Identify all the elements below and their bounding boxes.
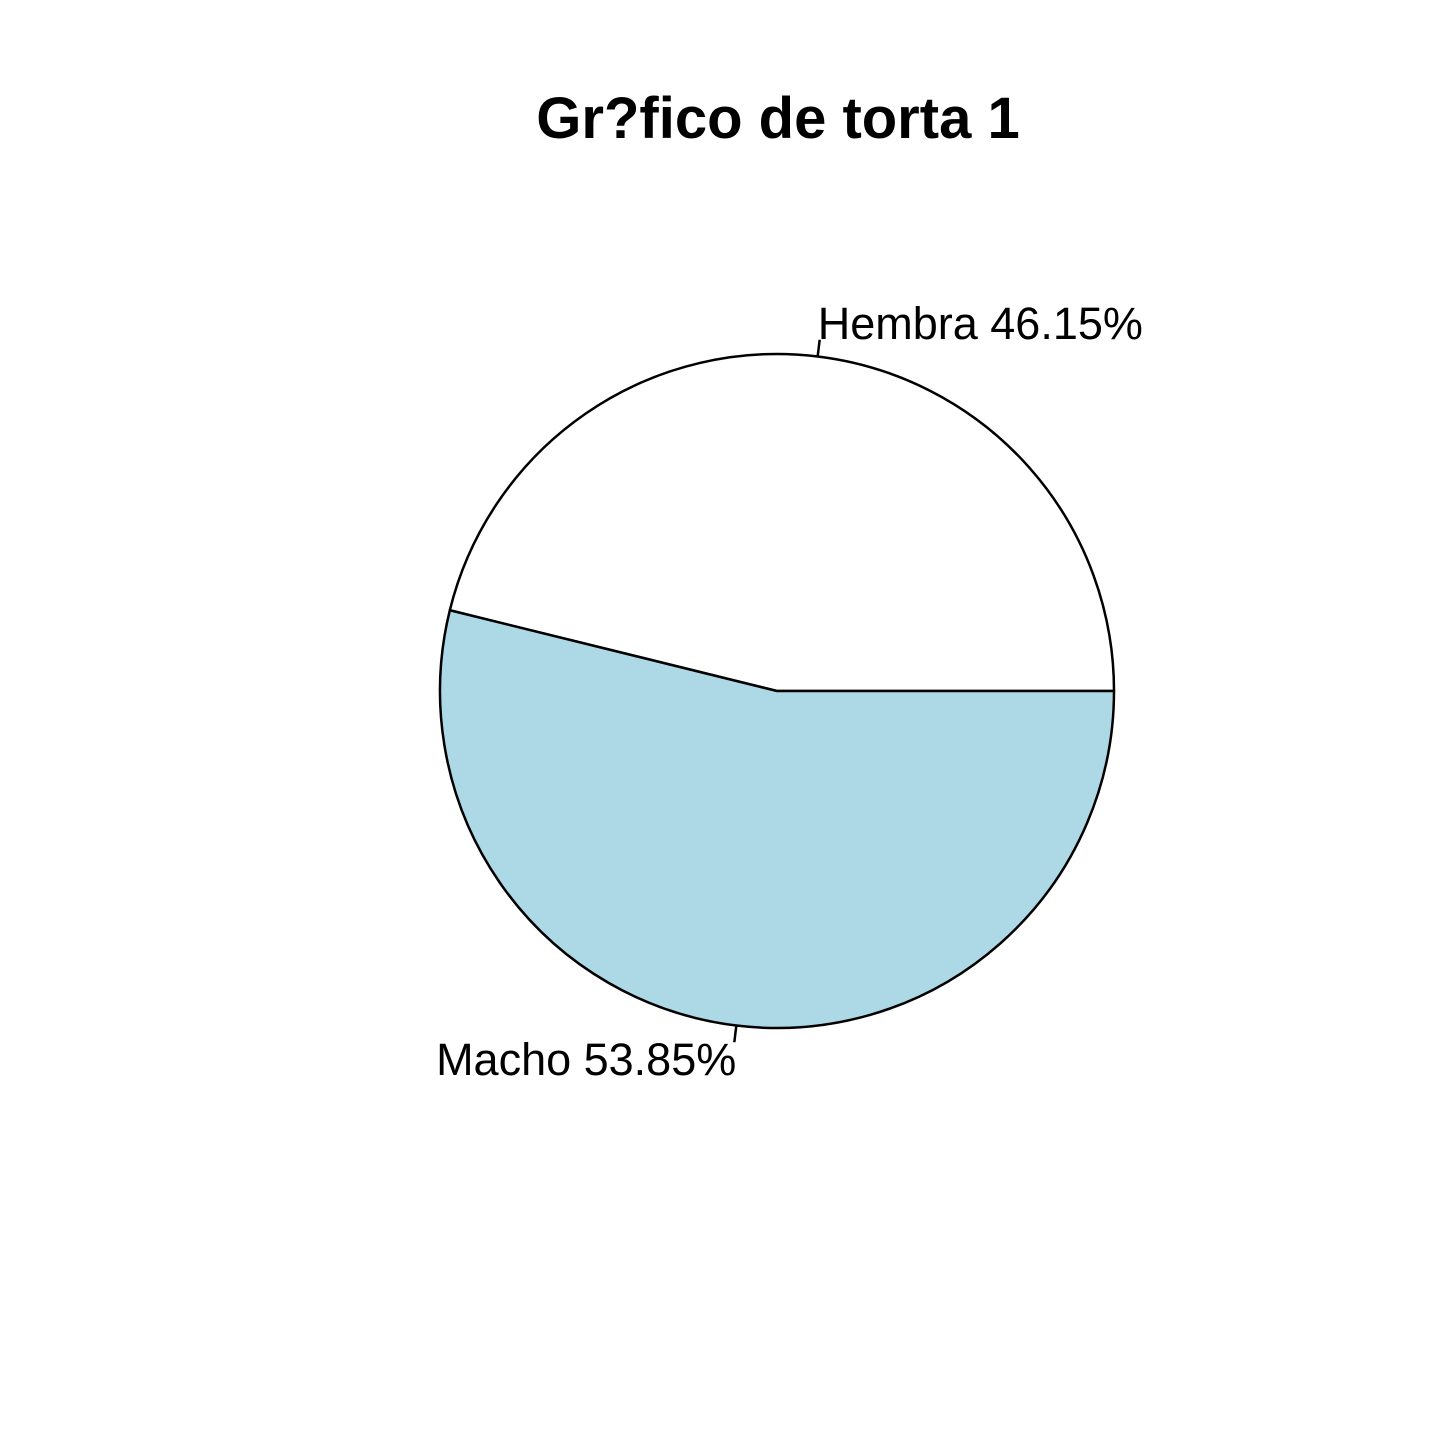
pie-slice-hembra — [448, 352, 1116, 693]
slice-label-hembra: Hembra 46.15% — [818, 298, 1143, 349]
label-tick-hembra — [816, 339, 821, 357]
slice-label-macho: Macho 53.85% — [436, 1034, 736, 1085]
chart-title: Gr?fico de torta 1 — [536, 86, 1019, 151]
label-tick-macho — [733, 1025, 738, 1043]
pie-slices — [438, 352, 1116, 1030]
pie-labels: Hembra 46.15% Macho 53.85% — [436, 298, 1143, 1085]
pie-slice-macho — [438, 609, 1116, 1030]
